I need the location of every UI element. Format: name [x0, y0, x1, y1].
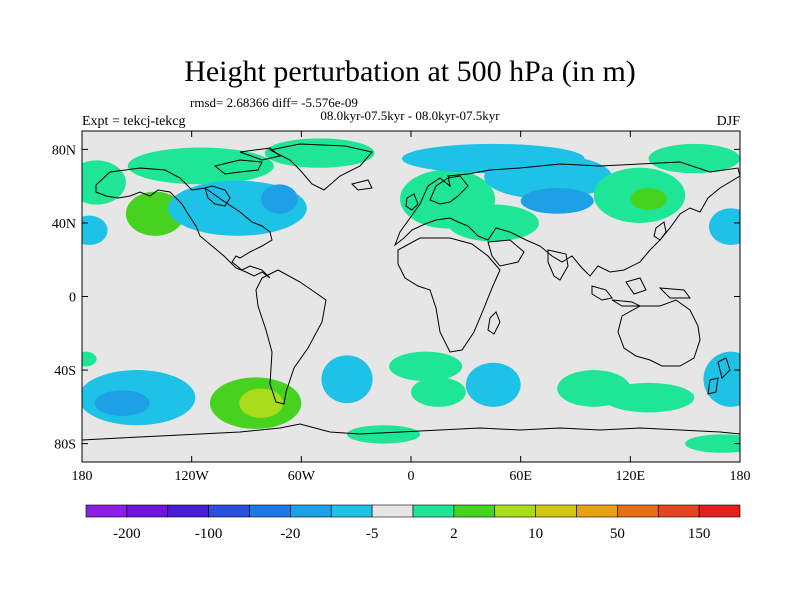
coastline-madagascar: [487, 311, 501, 335]
lon-tick-label: 60E: [509, 469, 532, 484]
colorbar-swatch: [657, 504, 700, 518]
colorbar-swatch: [698, 504, 741, 518]
colorbar-swatch: [249, 504, 291, 518]
colorbar-swatch: [576, 504, 618, 518]
coastline-arctic-islands: [213, 147, 282, 175]
coastline-arabia: [487, 239, 525, 267]
colorbar-swatch: [126, 504, 169, 518]
lon-tick-label: 0: [408, 469, 415, 484]
coastline-hudson-bay: [204, 185, 231, 207]
colorbar-tick-label: 150: [688, 526, 711, 542]
lon-tick-label: 180: [730, 469, 751, 484]
contour-region-17: [94, 390, 150, 417]
colorbar-swatch: [617, 504, 659, 518]
contour-region-26: [602, 382, 695, 413]
colorbar-swatch: [535, 504, 577, 518]
coastline-africa: [397, 237, 501, 353]
colorbar-tick-label: -100: [195, 526, 223, 542]
contour-region-3: [127, 147, 274, 185]
period-text: 08.0kyr-07.5kyr - 08.0kyr-07.5kyr: [320, 108, 500, 123]
colorbar-tick-label: -20: [280, 526, 300, 542]
map-area: 180 120W 60W 0 60E 120E 180 80N 40N 0 40S 80S: [52, 130, 751, 484]
coastline-australia: [617, 299, 701, 367]
lat-tick-label: 80N: [52, 143, 76, 158]
lat-tick-label: 80S: [54, 438, 76, 453]
contour-region-10: [484, 154, 613, 200]
colorbar-tick-label: 2: [450, 526, 458, 542]
colorbar-swatch: [453, 504, 496, 518]
contour-region-15: [648, 143, 740, 174]
contour-region-24: [465, 362, 521, 407]
colorbar-tick-label: -200: [113, 526, 141, 542]
contour-region-14: [708, 208, 740, 246]
colorbar-swatch: [412, 504, 455, 518]
contour-region-8: [447, 204, 539, 242]
colorbar-swatch: [85, 504, 128, 518]
coastline-north-america: [95, 167, 273, 279]
coastline-new-zealand: [707, 357, 731, 395]
coastline-uk: [405, 193, 419, 211]
coastline-antarctica: [82, 423, 740, 441]
expt-text: Expt = tekcj-tekcg: [82, 114, 186, 129]
coastline-scandinavia: [429, 175, 469, 205]
lat-tick-label: 0: [69, 291, 76, 306]
stats-text: rmsd= 2.68366 diff= -5.576e-09: [190, 95, 358, 110]
lat-tick-label: 40S: [54, 364, 76, 379]
colorbar-swatch: [330, 504, 373, 518]
colorbar-swatch: [371, 504, 414, 518]
coastline-japan: [653, 221, 667, 241]
contour-fields: [82, 138, 740, 453]
map-axes: 180 120W 60W 0 60E 120E 180 80N 40N 0 40S 80S: [52, 131, 751, 484]
colorbar-tick-label: 10: [528, 526, 543, 542]
coastline-south-america: [255, 269, 327, 405]
colorbar-tick-label: -5: [366, 526, 379, 542]
contour-region-13: [630, 188, 667, 211]
lon-tick-label: 60W: [288, 469, 316, 484]
coastlines: [82, 143, 740, 441]
contour-region-22: [389, 351, 463, 382]
contour-region-20: [239, 388, 284, 418]
season-label: DJF: [717, 114, 741, 129]
coastline-iceland: [351, 179, 373, 191]
colorbar-tick-label: 50: [610, 526, 625, 542]
contour-region-5: [261, 184, 298, 214]
contour-region-21: [321, 355, 373, 404]
contour-region-6: [264, 138, 375, 168]
chart-title: Height perturbation at 500 hPa (in m): [184, 55, 636, 88]
colorbar-swatch: [167, 504, 209, 518]
contour-region-18: [82, 351, 97, 367]
coastline-india: [547, 249, 569, 281]
lon-tick-label: 180: [72, 469, 93, 484]
contour-region-29: [685, 434, 740, 453]
coastline-greenland: [268, 143, 373, 191]
lon-tick-label: 120E: [616, 469, 646, 484]
contour-region-2: [82, 215, 108, 246]
colorbar-swatch: [494, 504, 536, 518]
colorbar-swatch: [208, 504, 250, 518]
contour-region-28: [347, 425, 421, 444]
contour-region-23: [411, 377, 466, 407]
colorbar: -200 -100 -20 -5 2 10 50 150: [85, 504, 741, 542]
colorbar-swatch: [290, 504, 332, 518]
lon-tick-label: 120W: [175, 469, 210, 484]
lat-tick-label: 40N: [52, 217, 76, 232]
contour-region-11: [520, 188, 594, 214]
